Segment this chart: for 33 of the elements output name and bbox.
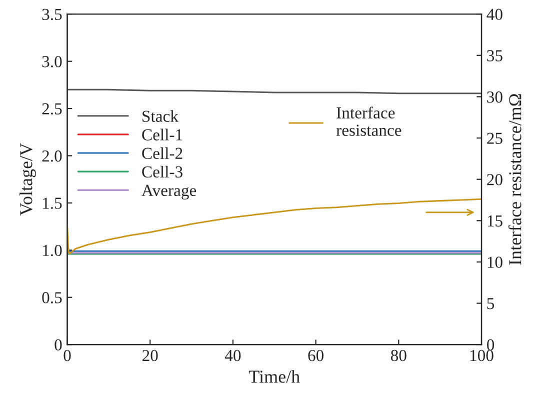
x-tick-label: 80 <box>390 350 406 362</box>
legend-label: Cell-1 <box>142 128 182 140</box>
y-axis-title: Voltage/V <box>20 143 36 216</box>
y2-tick-label: 0 <box>487 339 494 351</box>
legend-label: Interface resistance <box>336 106 402 136</box>
y2-axis-title: Interface resistance/mΩ <box>508 94 522 265</box>
legend-label: Cell-3 <box>142 166 182 178</box>
y-tick-label: 1.5 <box>43 198 62 209</box>
y-tick-label: 2.5 <box>42 103 62 115</box>
y-tick-label: 1.0 <box>43 244 62 256</box>
x-axis-title: Time/h <box>248 370 300 383</box>
y-tick-label: 0 <box>54 339 62 351</box>
x-tick-label: 100 <box>470 350 494 362</box>
x-tick-label: 40 <box>224 350 241 362</box>
y-tick-label: 3.5 <box>42 8 62 20</box>
y2-tick-label: 5 <box>487 298 494 310</box>
y2-tick-label: 40 <box>486 8 502 20</box>
y2-tick-label: 30 <box>487 91 502 103</box>
y2-tick-label: 25 <box>487 132 502 144</box>
legend-label: Average <box>142 184 196 200</box>
legend-label: Cell-2 <box>142 147 182 159</box>
line-series <box>67 198 482 254</box>
x-tick-label: 0 <box>64 350 71 362</box>
x-tick-label: 60 <box>308 350 324 362</box>
legend-label: Stack <box>142 110 178 122</box>
y2-tick-label: 35 <box>487 50 502 62</box>
y-tick-label: 2.0 <box>42 150 62 162</box>
x-tick-label: 20 <box>142 350 158 362</box>
y2-tick-label: 20 <box>487 174 502 186</box>
y-tick-label: 3.0 <box>42 56 62 68</box>
y-tick-label: 0.5 <box>42 292 62 304</box>
y2-tick-label: 10 <box>488 256 502 268</box>
y2-tick-label: 15 <box>488 215 502 227</box>
